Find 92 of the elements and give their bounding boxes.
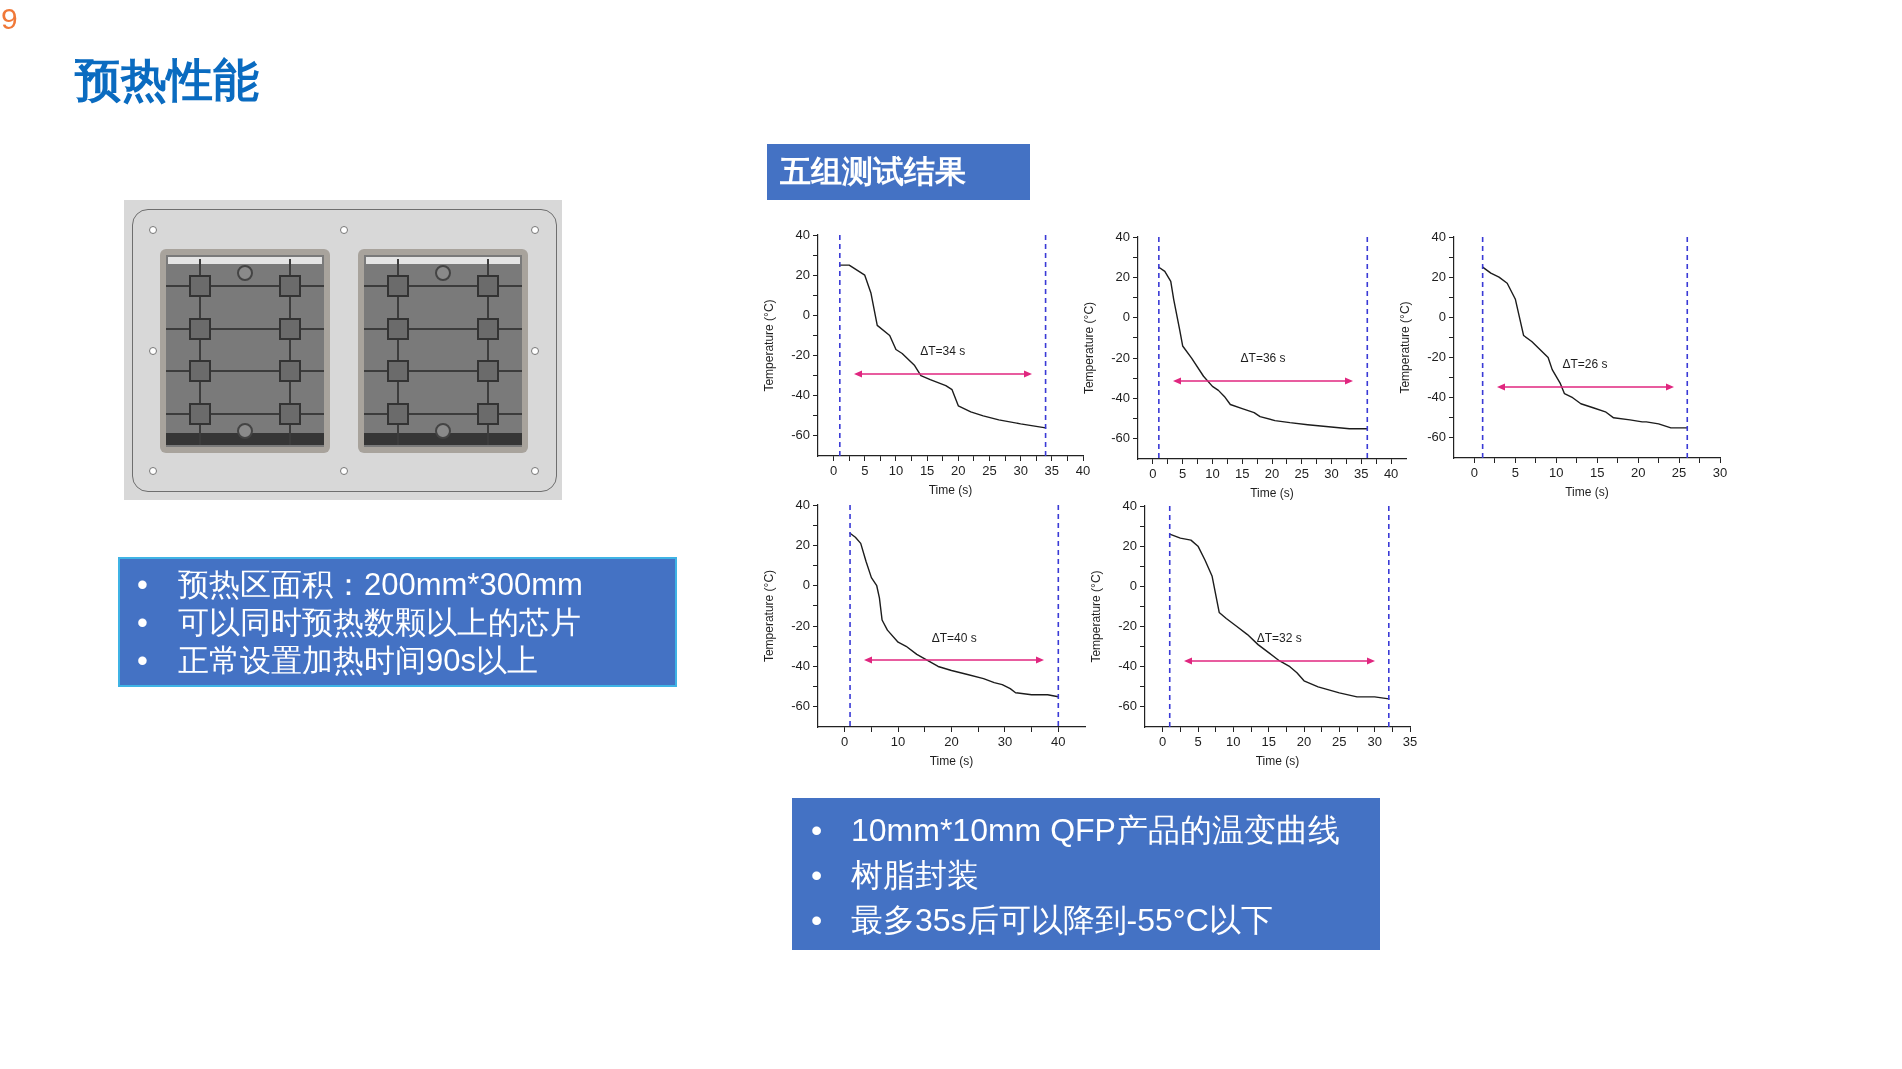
x-tick-label: 20 bbox=[1296, 734, 1312, 750]
x-tick-label: 20 bbox=[944, 734, 959, 750]
y-tick-label: 40 bbox=[1115, 228, 1130, 244]
x-tick-label: 35 bbox=[1402, 734, 1418, 750]
y-tick-label: 40 bbox=[795, 226, 810, 242]
y-tick-label: -60 bbox=[791, 427, 810, 443]
x-tick-label: 35 bbox=[1354, 466, 1369, 482]
x-axis-title: Time (s) bbox=[929, 754, 974, 769]
x-axis-title: Time (s) bbox=[1565, 485, 1609, 500]
x-tick-label: 25 bbox=[1294, 466, 1310, 482]
x-tick-label: 20 bbox=[1264, 466, 1280, 482]
y-tick-label: -60 bbox=[1118, 698, 1137, 714]
x-tick-label: 20 bbox=[951, 463, 966, 479]
y-tick-label: -40 bbox=[1111, 390, 1130, 406]
text: • 预热区面积：200mm*300mm bbox=[137, 566, 584, 604]
x-tick-label: 0 bbox=[841, 734, 849, 750]
text: 9 bbox=[1, 2, 18, 36]
x-axis-title: Time (s) bbox=[1250, 486, 1294, 501]
y-tick-label: -20 bbox=[791, 617, 810, 633]
x-tick-label: 15 bbox=[1590, 465, 1605, 481]
y-tick-label: 20 bbox=[795, 536, 810, 552]
y-tick-label: -20 bbox=[1118, 618, 1137, 634]
text: • 最多35s后可以降到-55°C以下 bbox=[811, 901, 1274, 940]
x-tick-label: 10 bbox=[1226, 734, 1241, 750]
x-tick-label: 20 bbox=[1630, 465, 1646, 481]
text: 五组测试结果 bbox=[767, 144, 1030, 200]
y-tick-label: -60 bbox=[1427, 429, 1446, 445]
x-tick-label: 10 bbox=[1549, 465, 1564, 481]
x-tick-label: 10 bbox=[888, 463, 904, 479]
text: • 正常设置加热时间90s以上 bbox=[137, 642, 539, 680]
text: • 树脂封装 bbox=[811, 856, 980, 895]
y-tick-label: -20 bbox=[791, 347, 810, 363]
x-tick-label: 10 bbox=[890, 734, 906, 750]
y-tick-label: 20 bbox=[1431, 268, 1446, 284]
x-tick-label: 5 bbox=[1179, 466, 1187, 482]
y-axis-title: Temperature (°C) bbox=[1081, 301, 1096, 395]
x-tick-label: 0 bbox=[1149, 466, 1157, 482]
y-tick-label: 40 bbox=[1122, 497, 1137, 513]
x-tick-label: 0 bbox=[1159, 734, 1167, 750]
text: • 可以同时预热数颗以上的芯片 bbox=[137, 604, 582, 642]
annotation: ΔT=26 s bbox=[1562, 357, 1608, 372]
x-tick-label: 25 bbox=[1671, 465, 1687, 481]
x-tick-label: 40 bbox=[1051, 734, 1066, 750]
y-tick-label: 0 bbox=[1438, 308, 1446, 324]
annotation: ΔT=40 s bbox=[931, 630, 977, 645]
y-tick-label: 20 bbox=[1122, 537, 1137, 553]
y-tick-label: -60 bbox=[791, 698, 810, 714]
y-axis-title: Temperature (°C) bbox=[761, 569, 776, 663]
y-axis-title: Temperature (°C) bbox=[761, 299, 776, 392]
x-tick-label: 5 bbox=[1194, 734, 1202, 750]
x-tick-label: 10 bbox=[1205, 466, 1220, 482]
x-tick-label: 40 bbox=[1075, 463, 1091, 479]
x-tick-label: 25 bbox=[1332, 734, 1347, 750]
x-tick-label: 5 bbox=[861, 463, 869, 479]
x-tick-label: 15 bbox=[919, 463, 935, 479]
x-tick-label: 35 bbox=[1044, 463, 1060, 479]
y-tick-label: -40 bbox=[1427, 389, 1446, 405]
y-tick-label: -40 bbox=[791, 387, 810, 403]
y-tick-label: 20 bbox=[795, 266, 810, 282]
annotation: ΔT=36 s bbox=[1240, 351, 1286, 366]
x-tick-label: 15 bbox=[1261, 734, 1276, 750]
x-tick-label: 30 bbox=[997, 734, 1013, 750]
x-tick-label: 30 bbox=[1324, 466, 1339, 482]
y-tick-label: -20 bbox=[1427, 349, 1446, 365]
y-tick-label: 0 bbox=[802, 577, 810, 593]
x-tick-label: 30 bbox=[1367, 734, 1382, 750]
y-tick-label: -40 bbox=[1118, 658, 1137, 674]
x-axis-title: Time (s) bbox=[928, 483, 973, 498]
y-axis-title: Temperature (°C) bbox=[1088, 570, 1103, 663]
annotation: ΔT=32 s bbox=[1256, 630, 1302, 645]
x-tick-label: 30 bbox=[1712, 465, 1728, 481]
y-tick-label: 0 bbox=[1122, 309, 1130, 325]
y-tick-label: 0 bbox=[1129, 577, 1137, 593]
annotation: ΔT=34 s bbox=[920, 344, 966, 359]
x-tick-label: 5 bbox=[1511, 465, 1519, 481]
x-tick-label: 15 bbox=[1234, 466, 1250, 482]
x-tick-label: 40 bbox=[1383, 466, 1399, 482]
y-tick-label: -60 bbox=[1111, 430, 1130, 446]
x-tick-label: 30 bbox=[1013, 463, 1028, 479]
y-axis-title: Temperature (°C) bbox=[1397, 301, 1412, 394]
x-tick-label: 0 bbox=[829, 463, 838, 479]
text: • 10mm*10mm QFP产品的温变曲线 bbox=[811, 811, 1341, 850]
y-tick-label: 40 bbox=[795, 496, 810, 512]
x-tick-label: 25 bbox=[982, 463, 997, 479]
y-tick-label: -20 bbox=[1111, 349, 1130, 365]
y-tick-label: 40 bbox=[1431, 228, 1446, 244]
y-tick-label: 0 bbox=[802, 306, 810, 322]
y-tick-label: 20 bbox=[1115, 268, 1130, 284]
y-tick-label: -40 bbox=[791, 658, 810, 674]
x-axis-title: Time (s) bbox=[1255, 754, 1300, 769]
text: 预热性能 bbox=[75, 53, 259, 108]
x-tick-label: 0 bbox=[1470, 465, 1479, 481]
